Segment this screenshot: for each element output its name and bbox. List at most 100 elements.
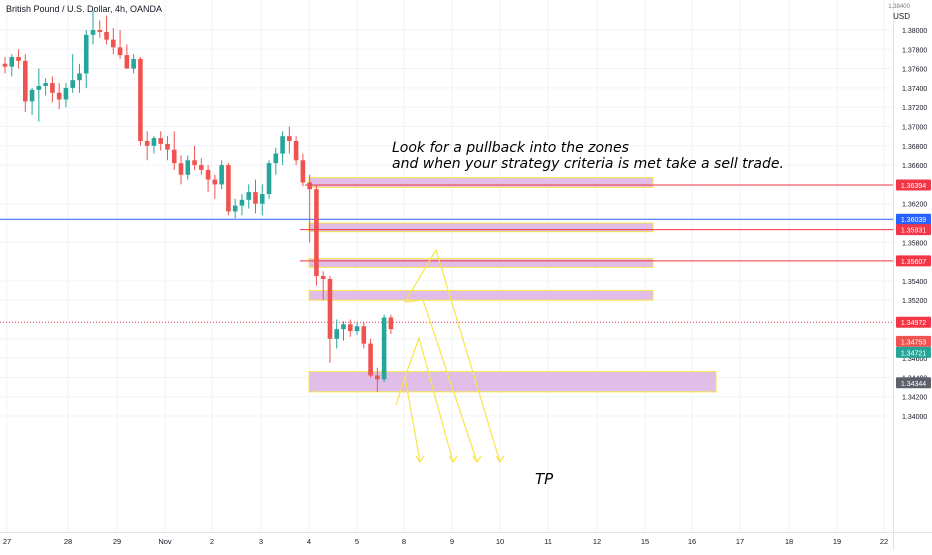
arrow-head <box>415 455 425 464</box>
candle <box>43 78 48 96</box>
candle <box>151 136 157 154</box>
candle-body <box>205 169 211 180</box>
candle <box>226 163 231 216</box>
candle-body <box>293 140 299 161</box>
candle <box>9 54 15 77</box>
candle-body <box>307 182 312 190</box>
candle-body <box>131 58 136 69</box>
candle <box>212 174 218 199</box>
candle <box>327 276 333 363</box>
candle-body <box>232 205 238 212</box>
time-tick-label: 15 <box>641 537 649 546</box>
candle <box>287 126 292 154</box>
tp-label: TP <box>535 470 554 488</box>
time-tick-label: 29 <box>113 537 121 546</box>
time-tick-label: 9 <box>450 537 454 546</box>
price-tick-label: 1.36800 <box>902 144 927 151</box>
candle-body <box>23 60 28 102</box>
candle-body <box>43 83 48 86</box>
candle-body <box>334 329 340 339</box>
candle-body <box>117 47 123 56</box>
arrow-head <box>472 455 482 464</box>
candle <box>246 184 252 209</box>
price-axis-header: 1.38400 USD <box>888 3 910 21</box>
candle-body <box>259 194 265 204</box>
price-tag: 1.34753 <box>896 335 931 347</box>
candle <box>219 160 224 190</box>
candle <box>124 44 130 69</box>
price-tick-label: 1.35400 <box>902 279 927 286</box>
candle-body <box>280 136 285 154</box>
candle-body <box>97 30 103 32</box>
time-axis: 27 28 29 Nov 2 3 4 5 8 9 10 11 12 15 16 17 18 19 22 <box>3 537 888 546</box>
candle <box>70 54 75 93</box>
price-tag: 1.35931 <box>896 224 931 236</box>
candle <box>16 49 21 69</box>
time-tick-label: 8 <box>402 537 406 546</box>
candle-body <box>178 163 184 175</box>
candle <box>158 131 164 151</box>
candle <box>111 28 116 55</box>
candle <box>320 271 326 301</box>
price-tag-bg <box>896 255 931 267</box>
candle-body <box>2 63 8 67</box>
time-tick-label: 3 <box>259 537 263 546</box>
candle <box>63 83 69 108</box>
sell-zone <box>308 177 654 188</box>
price-tag-label: 1.34972 <box>901 320 926 327</box>
sell-zone <box>308 290 654 301</box>
candle-body <box>219 165 224 185</box>
sell-zone <box>308 258 654 268</box>
price-axis-top-value: 1.38400 <box>888 4 910 10</box>
candle <box>185 155 191 180</box>
candle <box>375 367 380 392</box>
price-tag-bg <box>896 316 931 328</box>
candle <box>165 136 170 161</box>
candle <box>293 136 299 166</box>
price-tag-label: 1.36394 <box>901 183 926 190</box>
price-tick-label: 1.34600 <box>902 356 927 363</box>
sell-zone <box>308 222 654 233</box>
price-tick-label: 1.37400 <box>902 86 927 93</box>
candle-body <box>171 149 177 164</box>
candle <box>232 198 238 219</box>
candle <box>104 15 109 45</box>
candle-body <box>16 57 21 61</box>
candle-body <box>266 163 272 195</box>
levels-layer <box>0 184 893 323</box>
price-tag-label: 1.34753 <box>901 339 926 346</box>
candle-body <box>104 31 109 40</box>
candle-body <box>111 39 116 48</box>
zones-layer <box>308 177 717 393</box>
candle <box>388 314 394 334</box>
time-tick-label: 2 <box>210 537 214 546</box>
candle <box>361 322 367 349</box>
projection-path <box>404 299 478 463</box>
candle-body <box>192 160 197 166</box>
candle-body <box>327 278 333 339</box>
candle <box>192 145 197 170</box>
candle <box>334 319 340 349</box>
price-tag-bg <box>896 346 931 358</box>
candle-body <box>253 192 258 204</box>
time-tick-label: 19 <box>833 537 841 546</box>
candle <box>266 160 272 199</box>
candle-body <box>9 57 15 67</box>
price-tag-label: 1.34344 <box>901 381 926 388</box>
candle-body <box>50 83 55 93</box>
candle <box>347 319 353 337</box>
candle <box>307 174 312 243</box>
time-tick-label: Nov <box>158 537 172 546</box>
candle <box>273 147 279 175</box>
candle <box>138 57 143 146</box>
price-tick-label: 1.35800 <box>902 240 927 247</box>
candle <box>239 194 245 216</box>
price-tag: 1.34344 <box>896 377 931 389</box>
price-tag: 1.36039 <box>896 213 931 225</box>
candle <box>354 322 360 335</box>
price-tick-label: 1.37600 <box>902 67 927 74</box>
candle-body <box>239 199 245 206</box>
price-tag-label: 1.35931 <box>901 228 926 235</box>
candle <box>381 314 387 383</box>
